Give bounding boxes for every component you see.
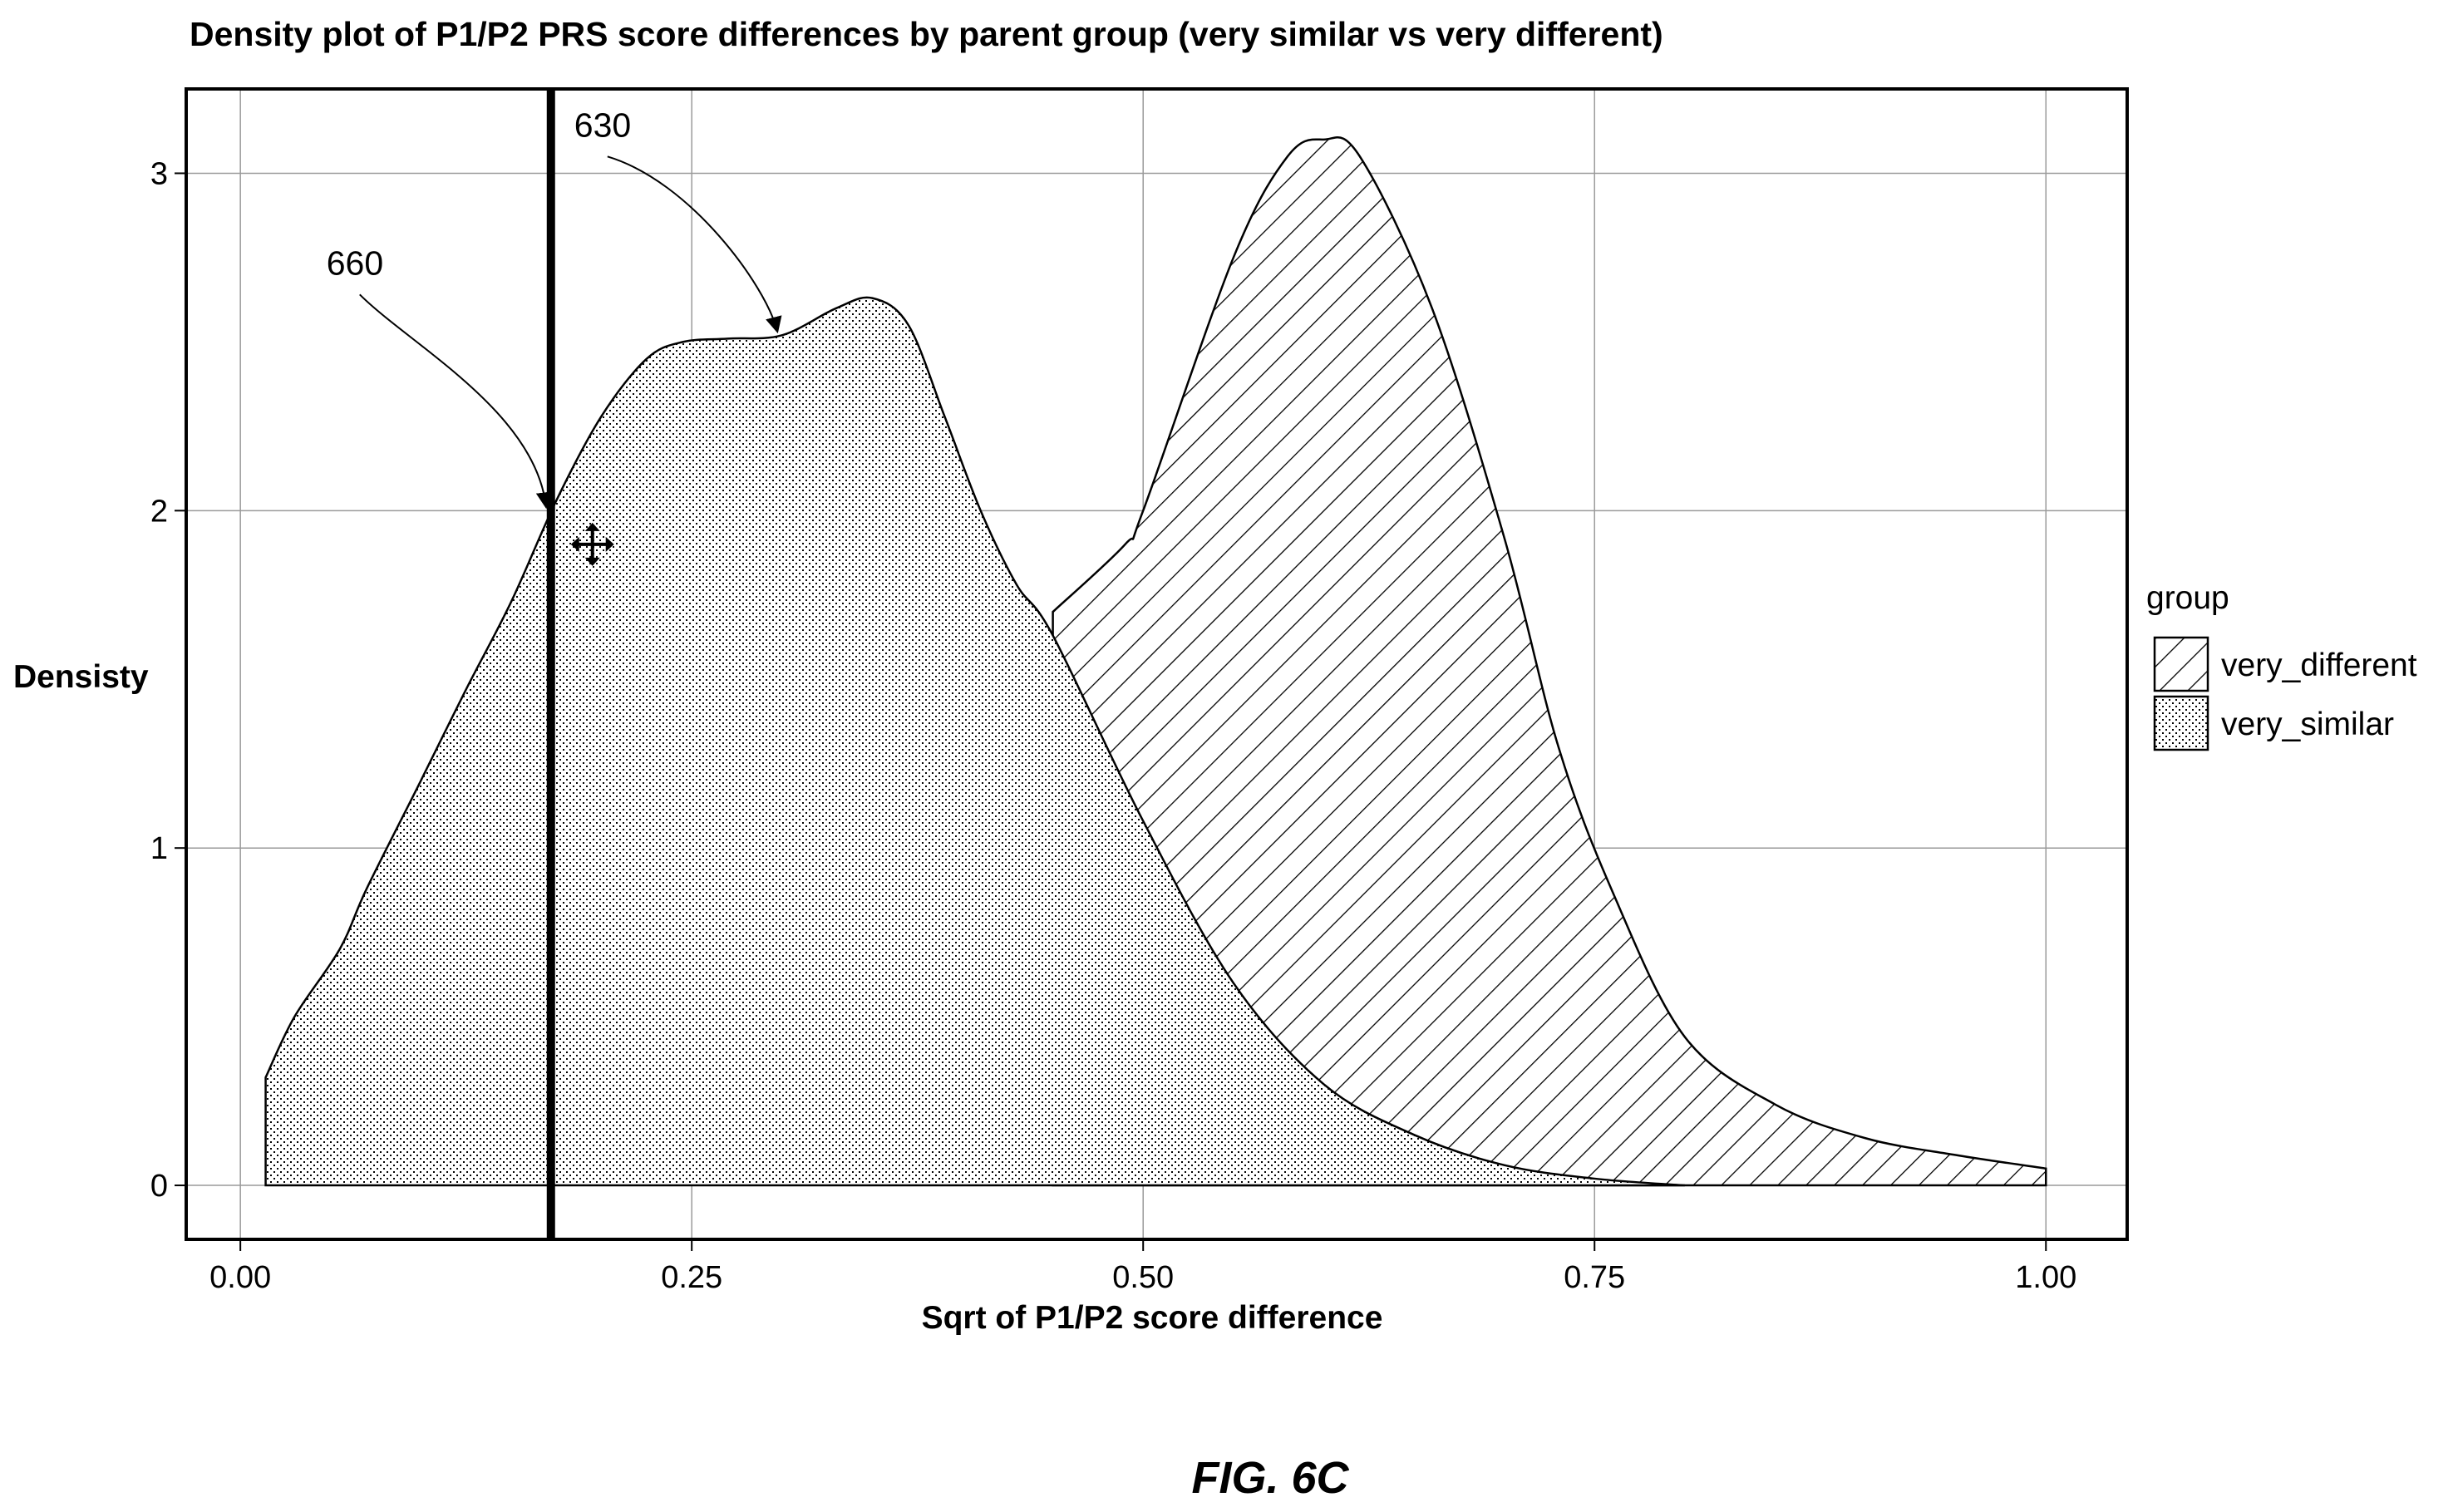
x-axis-label: Sqrt of P1/P2 score difference — [922, 1300, 1383, 1336]
legend-key-very-similar — [2153, 695, 2209, 751]
density-area-very-different — [1052, 135, 2047, 1187]
x-tick-label: 0.75 — [1564, 1260, 1625, 1295]
x-tick-label: 1.00 — [2015, 1260, 2076, 1295]
annotations: 660 630 — [327, 106, 782, 566]
density-area-very-similar — [264, 296, 1685, 1187]
legend: group very_different very_similar — [2146, 580, 2417, 751]
plot-panel-border — [185, 87, 2129, 1241]
legend-key-very-different — [2153, 636, 2209, 692]
y-tick-label: 3 — [150, 156, 168, 191]
x-tick-label: 0.25 — [661, 1260, 722, 1295]
legend-item-very-different: very_different — [2153, 636, 2417, 692]
legend-label-very-similar: very_similar — [2221, 707, 2394, 742]
annotation-label: 660 — [327, 244, 383, 282]
x-axis: 0.00 0.25 0.50 0.75 1.00 — [209, 1239, 2076, 1295]
y-tick-label: 2 — [150, 494, 168, 529]
y-axis-label: Densisty — [13, 659, 149, 695]
annotation-arrow — [359, 293, 553, 510]
legend-title: group — [2146, 580, 2229, 616]
y-tick-label: 1 — [150, 831, 168, 866]
move-cursor-icon — [570, 522, 614, 566]
legend-item-very-similar: very_similar — [2153, 695, 2394, 751]
y-tick-label: 0 — [150, 1169, 168, 1204]
legend-label-very-different: very_different — [2221, 648, 2417, 683]
annotation-label: 630 — [574, 106, 631, 144]
y-axis: 0 1 2 3 — [150, 156, 186, 1204]
x-tick-label: 0.00 — [209, 1260, 271, 1295]
chart-title: Density plot of P1/P2 PRS score differen… — [190, 15, 1663, 53]
annotation-arrow — [607, 155, 782, 334]
density-areas — [264, 135, 2047, 1187]
x-tick-label: 0.50 — [1112, 1260, 1174, 1295]
figure-caption: FIG. 6C — [1191, 1453, 1349, 1503]
